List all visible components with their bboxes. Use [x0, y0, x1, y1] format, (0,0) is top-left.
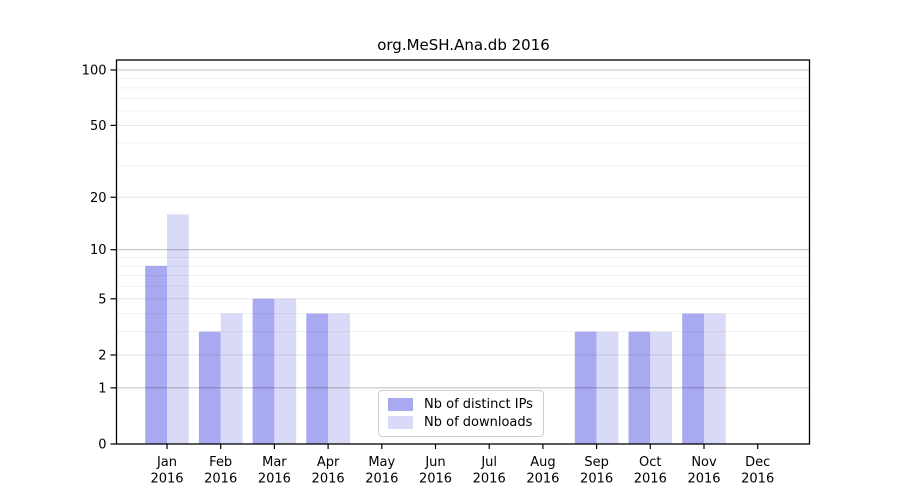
x-tick-label-month: May: [368, 455, 395, 470]
x-tick-label-year: 2016: [526, 472, 559, 487]
bar-downloads-jan: [167, 214, 189, 444]
legend: Nb of distinct IPs Nb of downloads: [378, 390, 544, 437]
y-tick-label: 2: [98, 348, 106, 363]
y-tick-label: 20: [90, 191, 107, 206]
y-tick-label: 50: [90, 119, 107, 134]
x-tick-label-month: Dec: [745, 455, 770, 470]
x-tick-label-year: 2016: [741, 472, 774, 487]
bar-distinct-ips-sep: [574, 331, 597, 444]
x-tick-label-year: 2016: [150, 472, 183, 487]
bar-distinct-ips-feb: [198, 331, 221, 444]
x-tick-label-month: Jul: [480, 455, 497, 470]
bar-downloads-nov: [704, 313, 726, 444]
x-tick-label-month: Jun: [424, 455, 445, 470]
bar-downloads-sep: [596, 331, 619, 444]
bar-distinct-ips-jan: [145, 265, 167, 444]
bar-distinct-ips-apr: [306, 313, 329, 444]
x-tick-label-month: Feb: [209, 455, 232, 470]
y-tick-label: 1: [98, 381, 106, 396]
legend-label-downloads: Nb of downloads: [424, 414, 533, 430]
legend-item-distinct-ips: Nb of distinct IPs: [388, 397, 535, 413]
legend-swatch-distinct-ips-icon: [388, 398, 413, 412]
x-tick-label-year: 2016: [365, 472, 398, 487]
chart-title: org.MeSH.Ana.db 2016: [377, 36, 550, 54]
bar-downloads-oct: [650, 331, 673, 444]
legend-swatch-downloads-icon: [388, 415, 413, 429]
legend-label-distinct-ips: Nb of distinct IPs: [424, 397, 533, 413]
x-tick-label-year: 2016: [634, 472, 667, 487]
bar-distinct-ips-oct: [628, 331, 651, 444]
bar-distinct-ips-nov: [682, 313, 704, 444]
x-tick-label-month: Sep: [584, 455, 609, 470]
x-tick-label-month: Jan: [156, 455, 177, 470]
x-tick-label-year: 2016: [258, 472, 291, 487]
x-tick-label-month: Aug: [530, 455, 555, 470]
x-tick-label-year: 2016: [580, 472, 613, 487]
x-tick-label-year: 2016: [312, 472, 345, 487]
x-tick-label-month: Apr: [317, 455, 340, 470]
y-tick-label: 100: [82, 64, 107, 79]
x-tick-label-month: Mar: [262, 455, 287, 470]
legend-item-downloads: Nb of downloads: [388, 414, 535, 430]
bar-downloads-apr: [328, 313, 350, 444]
x-tick-label-month: Oct: [639, 455, 661, 470]
x-tick-label-year: 2016: [473, 472, 506, 487]
bar-downloads-feb: [220, 313, 243, 444]
y-tick-label: 5: [98, 292, 106, 307]
bar-downloads-mar: [274, 298, 297, 444]
y-tick-label: 10: [90, 243, 107, 258]
x-tick-label-month: Nov: [691, 455, 717, 470]
bar-distinct-ips-mar: [252, 298, 275, 444]
axes-spines: [115, 59, 811, 445]
y-tick-label: 0: [98, 438, 106, 453]
x-tick-label-year: 2016: [204, 472, 237, 487]
x-tick-label-year: 2016: [687, 472, 720, 487]
x-tick-label-year: 2016: [419, 472, 452, 487]
